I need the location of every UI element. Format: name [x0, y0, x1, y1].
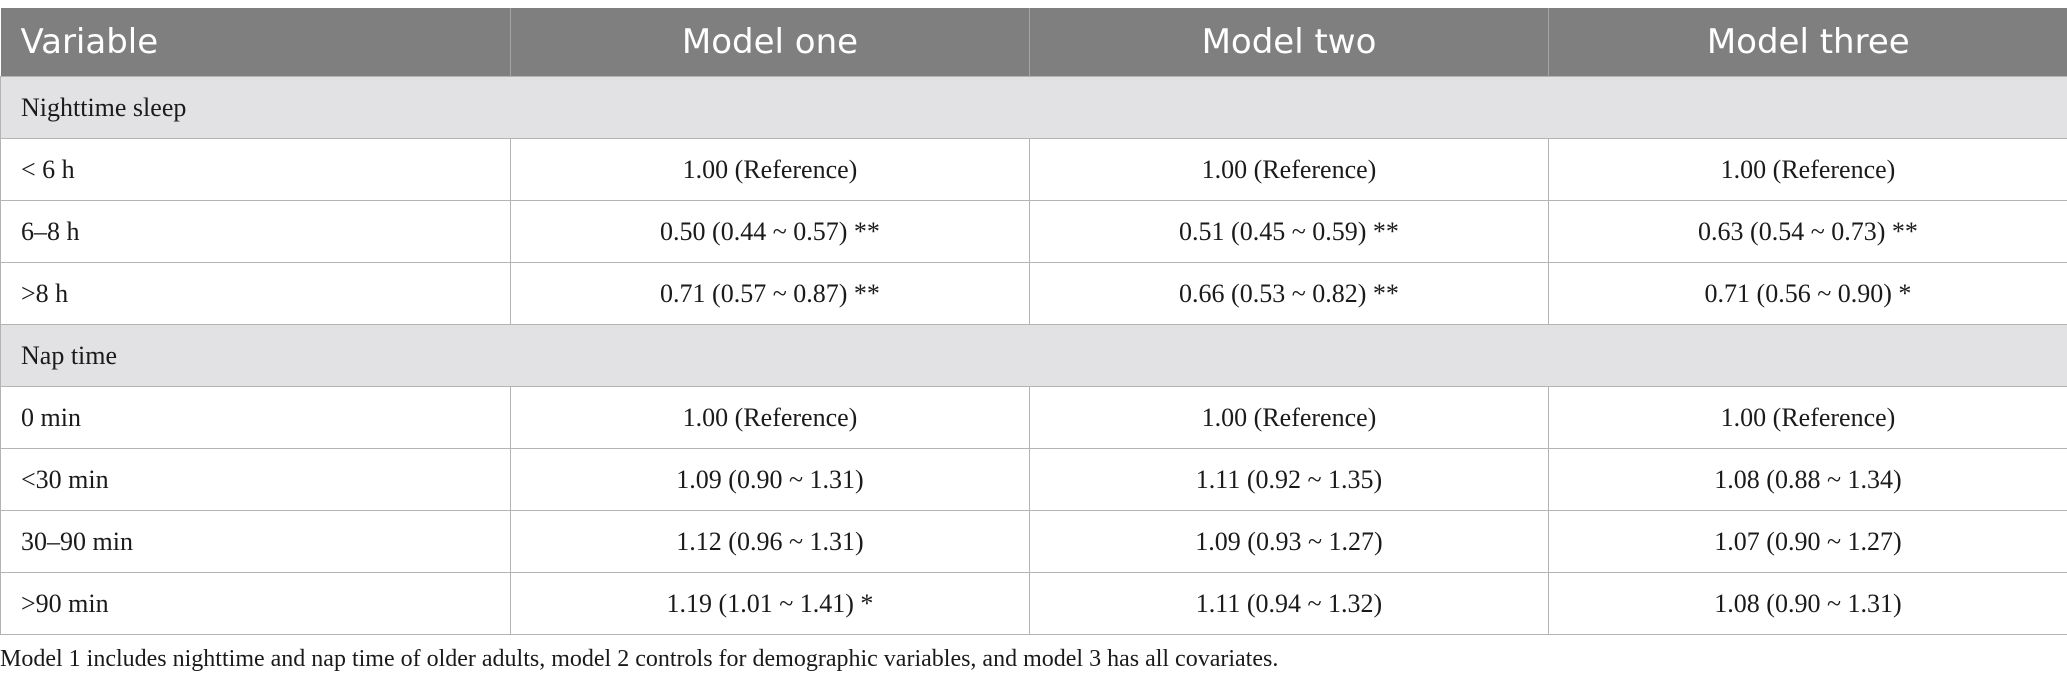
results-table-container: Variable Model one Model two Model three… — [0, 8, 2067, 635]
cell-model-three: 0.63 (0.54 ~ 0.73) ** — [1548, 200, 2067, 263]
cell-model-three: 0.71 (0.56 ~ 0.90) * — [1548, 262, 2067, 325]
section-row-nap-time: Nap time — [0, 324, 2067, 387]
section-row-nighttime-sleep: Nighttime sleep — [0, 76, 2067, 139]
section-title: Nighttime sleep — [0, 76, 2067, 139]
cell-model-three: 1.08 (0.90 ~ 1.31) — [1548, 572, 2067, 635]
table-row: <30 min 1.09 (0.90 ~ 1.31) 1.11 (0.92 ~ … — [0, 448, 2067, 511]
header-model-three: Model three — [1548, 8, 2067, 77]
table-body: Nighttime sleep < 6 h 1.00 (Reference) 1… — [0, 76, 2067, 635]
cell-model-two: 0.66 (0.53 ~ 0.82) ** — [1029, 262, 1549, 325]
cell-model-one: 0.50 (0.44 ~ 0.57) ** — [510, 200, 1030, 263]
cell-model-one: 1.19 (1.01 ~ 1.41) * — [510, 572, 1030, 635]
cell-model-two: 1.11 (0.94 ~ 1.32) — [1029, 572, 1549, 635]
table-row: >90 min 1.19 (1.01 ~ 1.41) * 1.11 (0.94 … — [0, 572, 2067, 635]
cell-model-three: 1.00 (Reference) — [1548, 138, 2067, 201]
table-row: < 6 h 1.00 (Reference) 1.00 (Reference) … — [0, 138, 2067, 201]
cell-model-two: 1.00 (Reference) — [1029, 138, 1549, 201]
cell-model-one: 0.71 (0.57 ~ 0.87) ** — [510, 262, 1030, 325]
row-label: >8 h — [0, 262, 511, 325]
cell-model-two: 1.00 (Reference) — [1029, 386, 1549, 449]
header-model-two: Model two — [1029, 8, 1549, 77]
header-model-one: Model one — [510, 8, 1030, 77]
cell-model-three: 1.07 (0.90 ~ 1.27) — [1548, 510, 2067, 573]
table-header: Variable Model one Model two Model three — [0, 8, 2067, 77]
cell-model-two: 1.09 (0.93 ~ 1.27) — [1029, 510, 1549, 573]
cell-model-one: 1.00 (Reference) — [510, 386, 1030, 449]
cell-model-one: 1.09 (0.90 ~ 1.31) — [510, 448, 1030, 511]
section-title: Nap time — [0, 324, 2067, 387]
row-label: < 6 h — [0, 138, 511, 201]
row-label: <30 min — [0, 448, 511, 511]
header-row: Variable Model one Model two Model three — [0, 8, 2067, 77]
cell-model-two: 1.11 (0.92 ~ 1.35) — [1029, 448, 1549, 511]
row-label: 0 min — [0, 386, 511, 449]
cell-model-two: 0.51 (0.45 ~ 0.59) ** — [1029, 200, 1549, 263]
table-row: 0 min 1.00 (Reference) 1.00 (Reference) … — [0, 386, 2067, 449]
row-label: >90 min — [0, 572, 511, 635]
cell-model-one: 1.12 (0.96 ~ 1.31) — [510, 510, 1030, 573]
row-label: 30–90 min — [0, 510, 511, 573]
results-table: Variable Model one Model two Model three… — [0, 8, 2067, 635]
cell-model-one: 1.00 (Reference) — [510, 138, 1030, 201]
table-footnote: Model 1 includes nighttime and nap time … — [0, 646, 1279, 672]
table-row: 30–90 min 1.12 (0.96 ~ 1.31) 1.09 (0.93 … — [0, 510, 2067, 573]
table-row: 6–8 h 0.50 (0.44 ~ 0.57) ** 0.51 (0.45 ~… — [0, 200, 2067, 263]
cell-model-three: 1.08 (0.88 ~ 1.34) — [1548, 448, 2067, 511]
cell-model-three: 1.00 (Reference) — [1548, 386, 2067, 449]
table-row: >8 h 0.71 (0.57 ~ 0.87) ** 0.66 (0.53 ~ … — [0, 262, 2067, 325]
header-variable: Variable — [0, 8, 511, 77]
row-label: 6–8 h — [0, 200, 511, 263]
